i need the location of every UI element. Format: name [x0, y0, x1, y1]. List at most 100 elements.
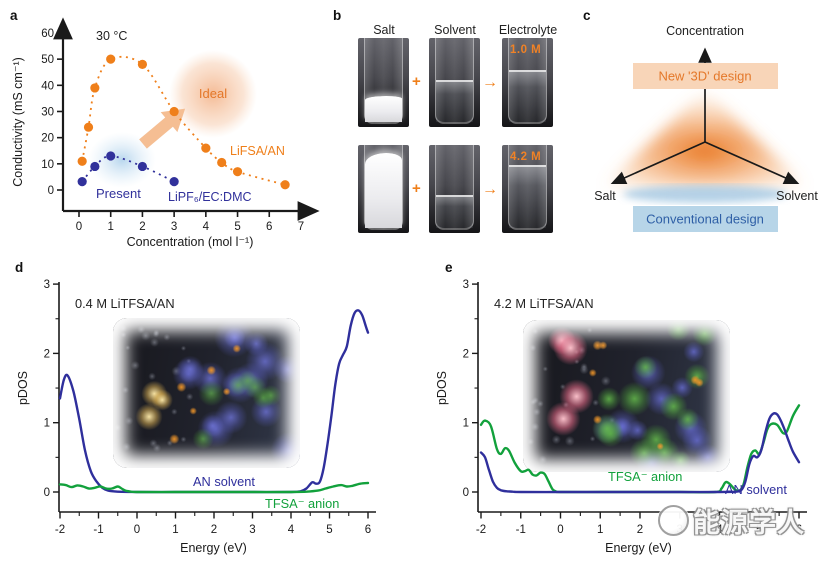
data-point [106, 54, 116, 64]
y-tick-label: 3 [463, 279, 469, 291]
y-tick-label: 1 [44, 418, 50, 430]
x-tick-label: 6 [266, 221, 272, 233]
x-tick-label: 1 [108, 221, 114, 233]
legend-label: TFSA⁻ anion [265, 496, 339, 511]
x-tick-label: 1 [172, 524, 178, 536]
y-tick-label: 30 [41, 106, 54, 118]
x-tick-label: 0 [76, 221, 82, 233]
x-tick-label: 2 [139, 221, 145, 233]
watermark-text: 能源学人 [693, 508, 805, 538]
y-tick-label: 40 [41, 80, 54, 92]
x-tick-label: -1 [93, 524, 103, 536]
y-tick-label: 50 [41, 54, 54, 66]
data-point [90, 83, 100, 93]
plus-icon: + [412, 180, 421, 197]
electrolyte-liquid [508, 70, 547, 122]
x-tick-label: 2 [637, 524, 643, 536]
legend-label: AN solvent [193, 474, 255, 489]
vial [363, 38, 404, 124]
ideal-glow [169, 50, 257, 138]
vial [507, 145, 548, 230]
x-axis-title: Concentration (mol l⁻¹) [127, 235, 254, 249]
panel-d-pdos-chart: 0 1 2 3 -2 -1 0 1 2 3 4 5 6 pDOS Energy (eV) 0.4 M LiTF… [16, 279, 376, 555]
watermark: 能源学人 [658, 501, 805, 540]
y-tick-label: 10 [41, 159, 54, 171]
pdos-curve-an-solvent [58, 309, 370, 494]
x-tick-label: 4 [203, 221, 210, 233]
lipf6-series-label: LiPF₆/EC:DMC [168, 190, 252, 204]
salt-powder [364, 96, 403, 122]
data-point [232, 167, 243, 177]
x-tick-label: 0 [134, 524, 140, 536]
panel-e-label: e [445, 260, 453, 275]
present-glow [88, 132, 156, 188]
data-point [169, 106, 179, 117]
y-tick-label: 0 [48, 185, 54, 197]
y-tick-label: 0 [463, 487, 469, 499]
x-tick-label: 3 [249, 524, 255, 536]
salt-axis [610, 141, 706, 185]
y-tick-label: 2 [463, 348, 469, 360]
y-tick-label: 1 [463, 418, 469, 430]
panel-c-label: c [583, 8, 591, 23]
photo-salt-row2 [358, 145, 409, 233]
x-tick-label: -1 [516, 524, 526, 536]
arrow-right-icon: → [482, 74, 498, 91]
x-tick-label: 7 [298, 221, 304, 233]
temperature-annotation: 30 °C [96, 29, 127, 43]
pdos-curve-tfsa-anion [58, 481, 370, 494]
panel-a-label: a [10, 8, 18, 23]
x-tick-label: 1 [597, 524, 603, 536]
panel-a-conductivity-chart: 0 10 20 30 40 50 60 0 1 2 3 4 5 6 7 Conductivity (mS cm… [11, 17, 320, 249]
data-point [106, 151, 116, 161]
present-label: Present [96, 186, 141, 201]
plus-icon: + [412, 73, 421, 90]
conventional-design-box [633, 206, 778, 232]
salt-header: Salt [373, 23, 395, 37]
x-axis-title: Energy (eV) [180, 541, 247, 555]
x-tick-label: 5 [326, 524, 332, 536]
salt-powder [364, 153, 403, 228]
y-tick-label: 2 [44, 348, 50, 360]
solvent-liquid [435, 80, 474, 122]
data-point [77, 156, 87, 166]
y-tick-label: 60 [41, 28, 54, 40]
y-axis-title: Conductivity (mS cm⁻¹) [11, 57, 25, 187]
legend-label: AN solvent [725, 482, 787, 497]
data-point [83, 122, 94, 132]
vial [434, 145, 475, 230]
data-point [280, 180, 290, 190]
x-tick-label: 3 [171, 221, 177, 233]
panel-d-label: d [15, 260, 24, 275]
electrolyte-header: Electrolyte [498, 23, 558, 37]
molarity-badge-42m: 4.2 M [510, 151, 542, 163]
new-design-box [633, 63, 778, 89]
photo-salt-row1 [358, 38, 409, 127]
ideal-label: Ideal [199, 86, 227, 101]
data-point [217, 157, 227, 168]
y-axis-title: pDOS [435, 371, 449, 405]
solvent-header: Solvent [434, 23, 476, 37]
concentration-axis-label: Concentration [666, 24, 744, 38]
panel-c-design-diagram: Concentration Salt Solvent New '3D' desi… [594, 24, 818, 232]
molarity-badge-1m: 1.0 M [510, 44, 542, 56]
md-snapshot-concentrated-inset [523, 320, 730, 472]
x-tick-label: 2 [211, 524, 217, 536]
new-design-label: New '3D' design [658, 69, 751, 84]
photo-electrolyte-42m: 4.2 M [502, 145, 553, 233]
pdos-curve-an-solvent [479, 412, 801, 494]
x-tick-label: 4 [716, 524, 723, 536]
solvent-axis-label: Solvent [776, 189, 818, 203]
x-tick-label: -2 [55, 524, 65, 536]
y-axis-title: pDOS [16, 371, 30, 405]
salt-axis-label: Salt [594, 189, 616, 203]
conventional-design-label: Conventional design [646, 212, 764, 227]
vial [363, 145, 404, 230]
x-tick-label: 6 [365, 524, 371, 536]
data-point [169, 177, 179, 187]
x-tick-label: 6 [796, 524, 802, 536]
x-axis-title: Energy (eV) [605, 541, 672, 555]
data-point [90, 161, 100, 172]
photo-solvent-row1 [429, 38, 480, 127]
